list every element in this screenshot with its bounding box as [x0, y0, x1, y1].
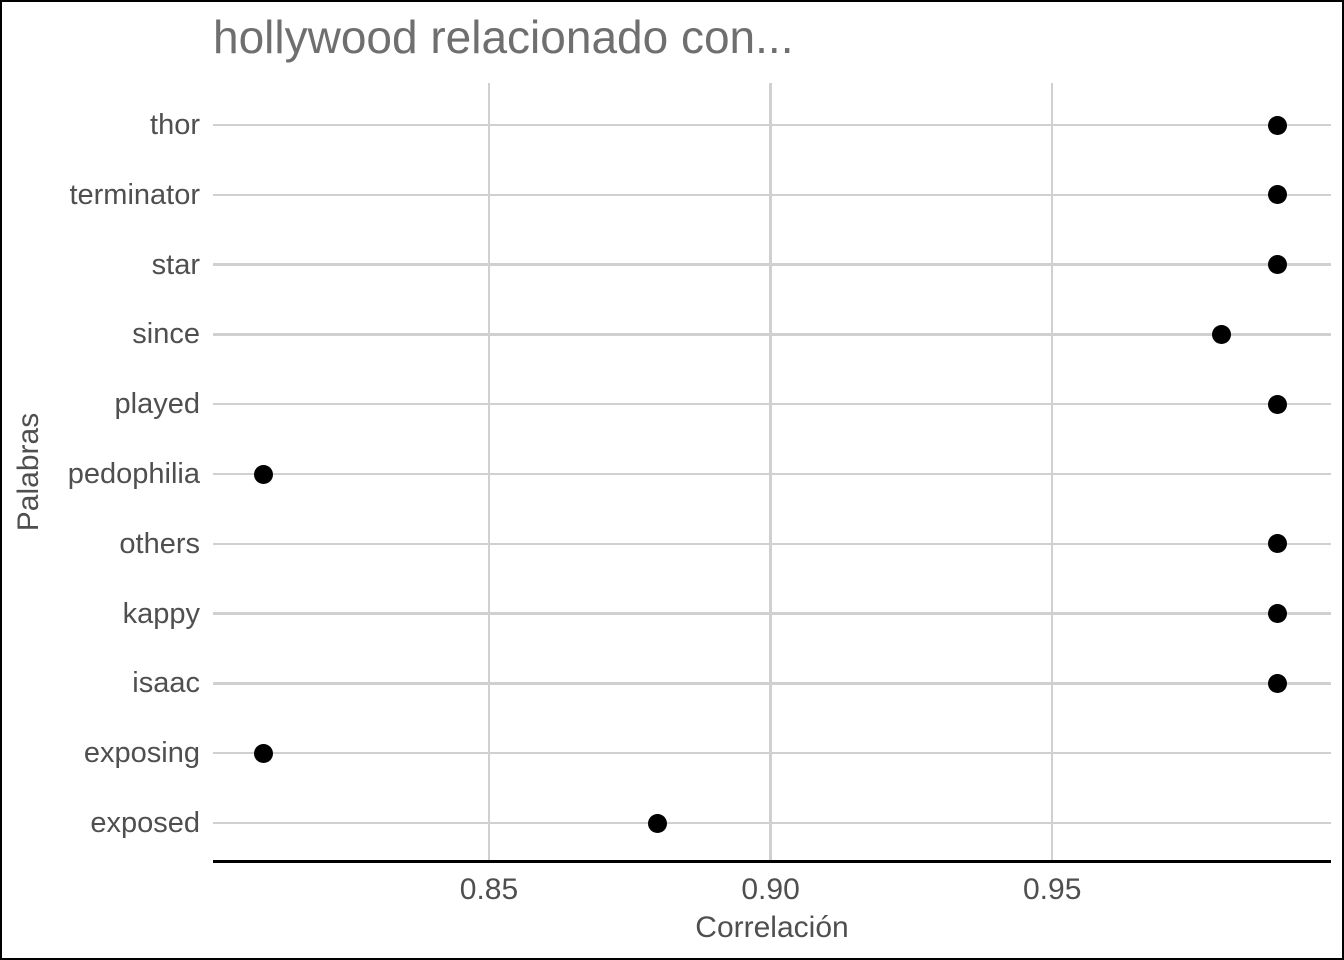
plot-panel	[213, 83, 1331, 860]
y-axis-label: since	[132, 318, 200, 351]
y-axis-label: kappy	[122, 597, 200, 630]
x-tick-label: 0.95	[1023, 873, 1082, 906]
chart-title: hollywood relacionado con...	[213, 11, 794, 63]
y-axis-label: star	[151, 248, 200, 281]
data-point	[1267, 673, 1287, 693]
x-gridline	[1050, 83, 1054, 860]
data-point	[1211, 324, 1231, 344]
y-axis-label: thor	[150, 109, 200, 141]
data-point	[1267, 185, 1287, 205]
data-point	[1267, 394, 1287, 414]
y-gridline	[213, 402, 1331, 406]
data-point	[254, 743, 274, 763]
y-gridline	[213, 472, 1331, 476]
x-tick-label: 0.85	[459, 873, 519, 906]
y-gridline	[213, 542, 1331, 546]
y-axis-label: exposing	[83, 737, 200, 770]
y-axis-label: played	[114, 388, 200, 421]
y-gridline	[213, 263, 1331, 266]
data-point	[254, 464, 274, 484]
x-axis-title: Correlación	[695, 911, 849, 944]
x-axis-line	[213, 860, 1331, 863]
y-gridline	[213, 612, 1331, 615]
y-axis-label: pedophilia	[67, 458, 200, 490]
y-axis-label: isaac	[132, 667, 200, 700]
y-gridline	[213, 123, 1331, 127]
data-point	[1267, 604, 1287, 624]
y-axis-label: exposed	[90, 807, 200, 839]
data-point	[1267, 255, 1287, 275]
y-gridline	[213, 751, 1331, 755]
data-point	[648, 813, 668, 833]
y-gridline	[213, 821, 1331, 825]
x-gridline	[487, 83, 491, 860]
y-gridline	[213, 682, 1331, 685]
y-axis-label: others	[119, 527, 200, 560]
y-gridline	[213, 333, 1331, 336]
y-gridline	[213, 193, 1331, 197]
data-point	[1267, 115, 1287, 135]
x-gridline	[769, 83, 772, 860]
data-point	[1267, 534, 1287, 554]
x-tick-label: 0.90	[741, 873, 800, 906]
y-axis-label: terminator	[69, 178, 200, 211]
